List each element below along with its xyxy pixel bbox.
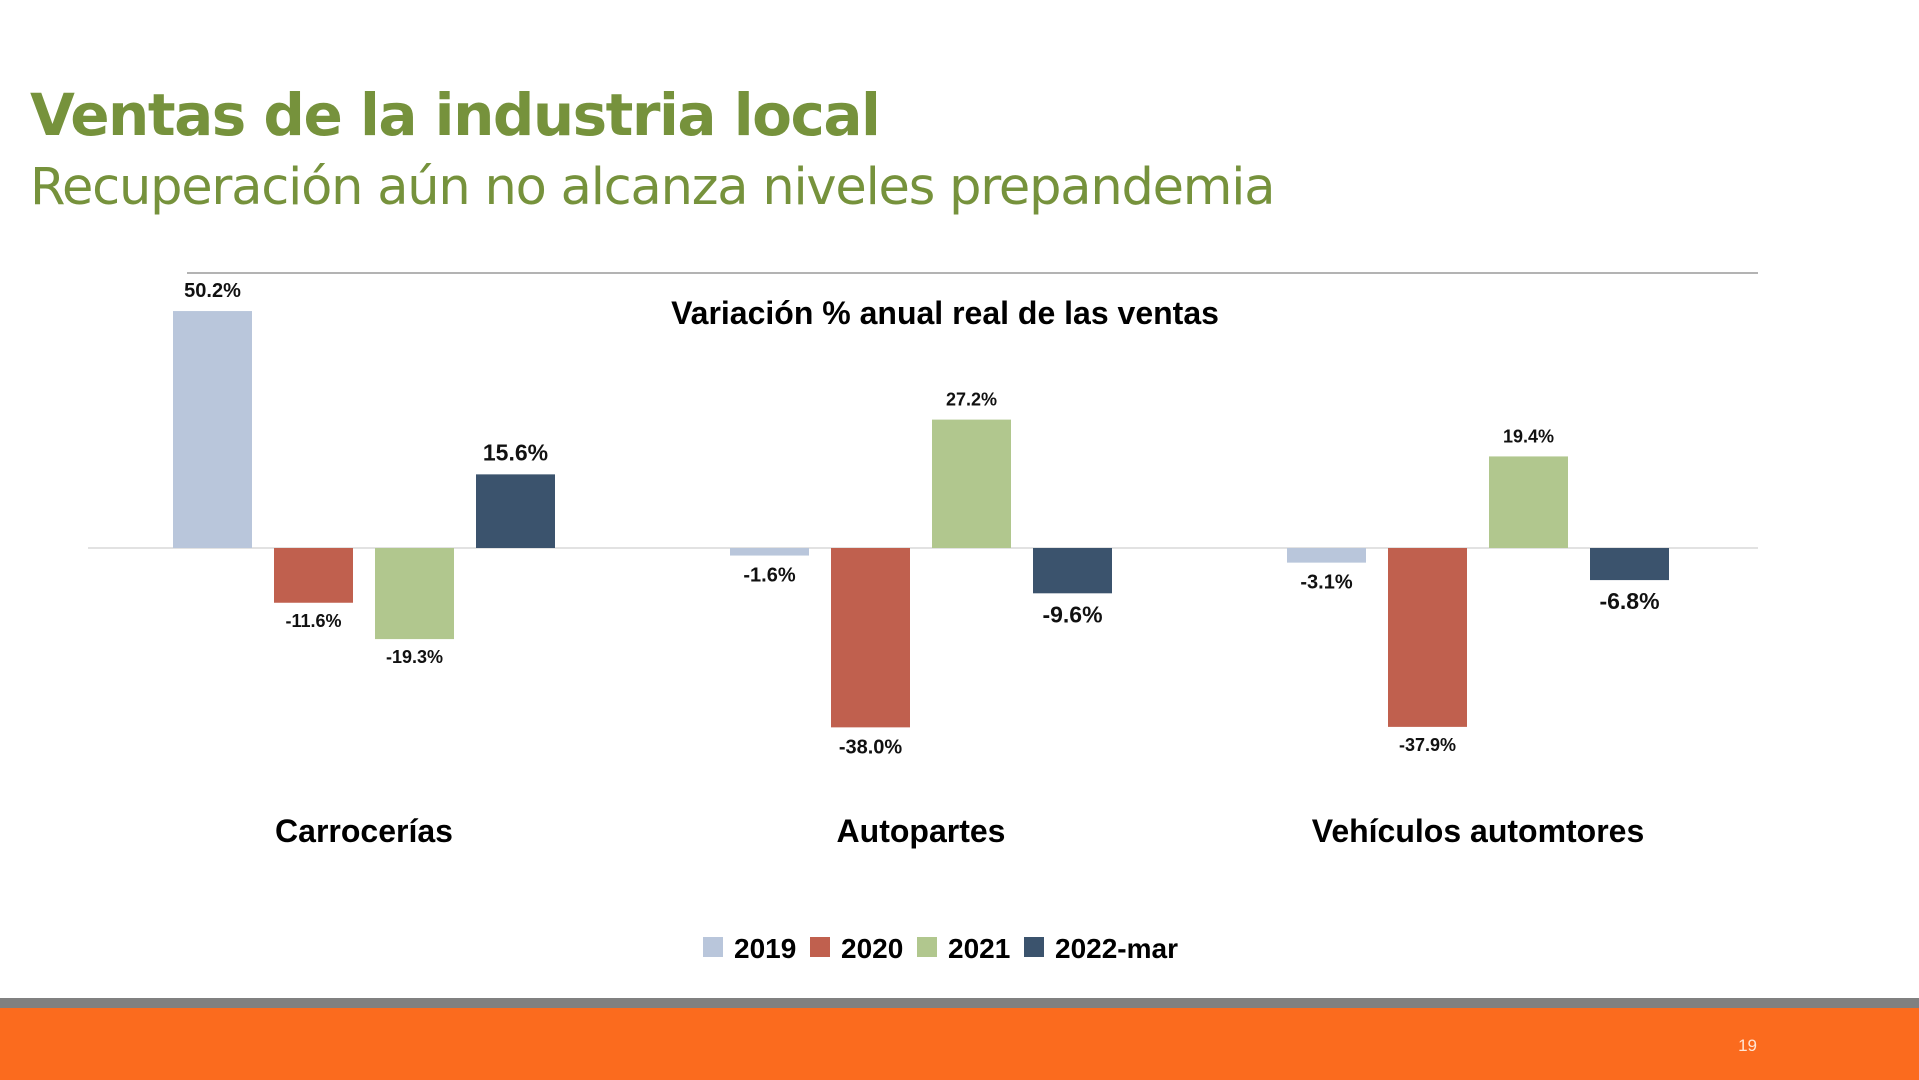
bar-2019-0 <box>173 311 252 548</box>
category-label: Carrocerías <box>275 813 453 849</box>
data-label: 27.2% <box>946 390 997 410</box>
legend-swatch-2020 <box>810 937 830 957</box>
bars-group <box>173 311 1669 728</box>
bar-2020-2 <box>1388 548 1467 727</box>
bar-2020-1 <box>831 548 910 728</box>
data-labels-group: 50.2% -1.6% -3.1% -11.6% -38.0% -37.9% -19.3% 2… <box>184 280 1659 758</box>
bar-2019-2 <box>1287 548 1366 563</box>
legend-label: 2019 <box>734 933 796 964</box>
data-label: -9.6% <box>1042 601 1102 627</box>
footer-gray-band <box>0 998 1919 1008</box>
data-label: -37.9% <box>1399 735 1456 755</box>
bar-2022-mar-0 <box>476 474 555 548</box>
legend: 2019 2020 2021 2022-mar <box>703 933 1178 964</box>
bar-2019-1 <box>730 548 809 556</box>
data-label: 19.4% <box>1503 426 1554 446</box>
page-number: 19 <box>1738 1036 1757 1055</box>
slide-title: Ventas de la industria local <box>30 81 881 149</box>
bar-2022-mar-1 <box>1033 548 1112 594</box>
legend-swatch-2022-mar <box>1024 937 1044 957</box>
bar-2021-1 <box>932 419 1011 548</box>
category-label: Autopartes <box>837 813 1006 849</box>
legend-swatch-2019 <box>703 937 723 957</box>
bar-2021-0 <box>375 548 454 640</box>
legend-label: 2021 <box>948 933 1010 964</box>
data-label: 50.2% <box>184 280 241 302</box>
bar-2020-0 <box>274 548 353 603</box>
data-label: 15.6% <box>483 439 548 465</box>
footer-orange-band <box>0 1008 1919 1080</box>
legend-label: 2020 <box>841 933 903 964</box>
bar-2021-2 <box>1489 456 1568 548</box>
category-label: Vehículos automtores <box>1312 813 1645 849</box>
data-label: -1.6% <box>743 565 795 587</box>
data-label: -19.3% <box>386 647 443 667</box>
category-labels-group: Carrocerías Autopartes Vehículos automtore… <box>275 813 1644 849</box>
data-label: -6.8% <box>1599 588 1659 614</box>
data-label: -38.0% <box>839 736 903 758</box>
chart-title: Variación % anual real de las ventas <box>671 295 1219 331</box>
legend-label: 2022-mar <box>1055 933 1178 964</box>
legend-swatch-2021 <box>917 937 937 957</box>
data-label: -11.6% <box>285 611 341 631</box>
bar-chart: Variación % anual real de las ventas 50.… <box>88 272 1758 964</box>
slide-subtitle: Recuperación aún no alcanza niveles prep… <box>30 158 1276 217</box>
bar-2022-mar-2 <box>1590 548 1669 581</box>
data-label: -3.1% <box>1300 572 1352 594</box>
